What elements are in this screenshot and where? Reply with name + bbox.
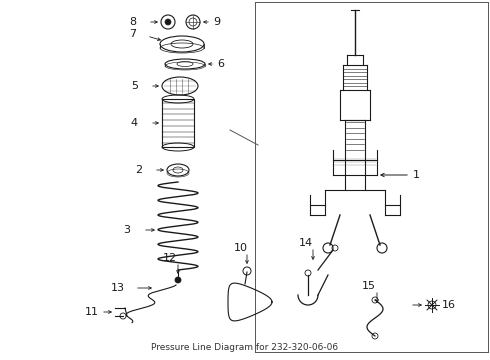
Text: 5: 5: [131, 81, 138, 91]
Circle shape: [175, 277, 181, 283]
Circle shape: [165, 19, 171, 25]
Text: 3: 3: [123, 225, 130, 235]
Text: 7: 7: [129, 29, 136, 39]
Text: 4: 4: [131, 118, 138, 128]
Text: 15: 15: [362, 281, 376, 291]
Text: Pressure Line Diagram for 232-320-06-06: Pressure Line Diagram for 232-320-06-06: [151, 343, 339, 352]
Text: 14: 14: [299, 238, 313, 248]
Text: 10: 10: [234, 243, 248, 253]
Text: 16: 16: [442, 300, 456, 310]
Text: 1: 1: [413, 170, 420, 180]
Text: 13: 13: [111, 283, 125, 293]
Bar: [162, 99, 194, 147]
Text: 11: 11: [85, 307, 99, 317]
Text: 6: 6: [217, 59, 224, 69]
Text: 8: 8: [129, 17, 136, 27]
Text: 2: 2: [135, 165, 142, 175]
Text: 12: 12: [163, 253, 177, 263]
Text: 9: 9: [213, 17, 220, 27]
